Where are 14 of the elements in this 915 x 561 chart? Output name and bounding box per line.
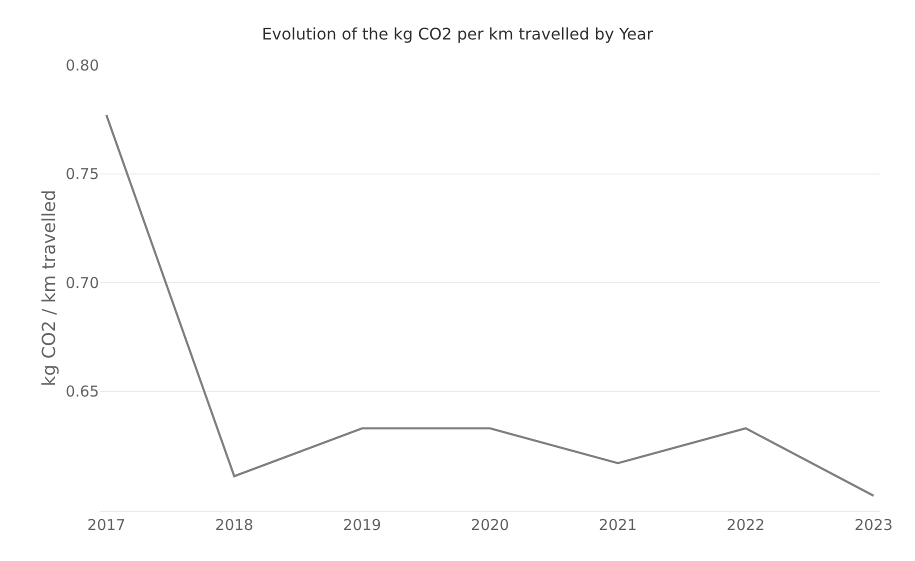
x-tick-label: 2018 [215, 516, 254, 534]
x-tick-label: 2017 [87, 516, 126, 534]
y-tick-label: 0.70 [66, 274, 99, 292]
y-tick-label: 0.65 [66, 382, 99, 401]
chart-title: Evolution of the kg CO2 per km travelled by Year [262, 24, 654, 44]
x-tick-label: 2023 [854, 516, 893, 534]
x-tick-label: 2020 [470, 516, 510, 534]
y-tick-label: 0.80 [66, 56, 99, 74]
y-tick-label: 0.75 [66, 165, 99, 184]
line-series [105, 114, 875, 497]
x-tick-label: 2019 [343, 516, 382, 534]
x-tick-label: 2021 [598, 516, 637, 534]
x-tick-label: 2022 [726, 516, 765, 534]
y-axis-title: kg CO2 / km travelled [38, 190, 60, 386]
